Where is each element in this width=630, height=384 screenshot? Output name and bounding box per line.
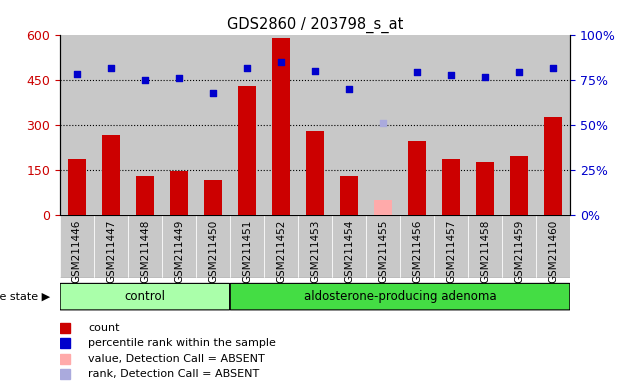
Point <box>378 120 388 126</box>
Title: GDS2860 / 203798_s_at: GDS2860 / 203798_s_at <box>227 17 403 33</box>
Bar <box>366 35 400 215</box>
Bar <box>400 215 434 278</box>
Text: GSM211446: GSM211446 <box>72 220 82 283</box>
Bar <box>272 38 290 215</box>
Bar <box>238 86 256 215</box>
Text: GSM211454: GSM211454 <box>344 220 354 283</box>
Point <box>140 77 150 83</box>
Bar <box>67 159 86 215</box>
Text: GSM211456: GSM211456 <box>412 220 422 283</box>
Point <box>344 86 354 92</box>
Point <box>412 69 422 75</box>
Bar <box>203 180 222 215</box>
Bar <box>162 35 196 215</box>
Bar <box>536 35 570 215</box>
Bar <box>400 35 434 215</box>
Bar <box>476 162 495 215</box>
Text: GSM211452: GSM211452 <box>276 220 286 283</box>
Bar <box>128 35 162 215</box>
Point <box>514 69 524 75</box>
Text: GSM211457: GSM211457 <box>446 220 456 283</box>
Text: GSM211453: GSM211453 <box>310 220 320 283</box>
Bar <box>196 215 230 278</box>
Bar <box>510 156 529 215</box>
Bar <box>340 176 358 215</box>
Text: GSM211451: GSM211451 <box>242 220 252 283</box>
Bar <box>128 215 162 278</box>
Text: aldosterone-producing adenoma: aldosterone-producing adenoma <box>304 290 496 303</box>
Bar <box>408 141 427 215</box>
Text: GSM211460: GSM211460 <box>548 220 558 283</box>
Bar <box>442 159 461 215</box>
Point <box>208 90 218 96</box>
Bar <box>169 171 188 215</box>
FancyBboxPatch shape <box>60 283 229 310</box>
Bar <box>544 117 563 215</box>
Text: rank, Detection Call = ABSENT: rank, Detection Call = ABSENT <box>88 369 259 379</box>
Text: value, Detection Call = ABSENT: value, Detection Call = ABSENT <box>88 354 265 364</box>
Bar <box>60 35 94 215</box>
Bar <box>196 35 230 215</box>
Bar <box>434 35 468 215</box>
Point <box>106 65 116 71</box>
Bar <box>230 215 264 278</box>
Bar <box>306 131 324 215</box>
Bar <box>366 215 400 278</box>
Bar <box>162 215 196 278</box>
Point <box>242 65 252 71</box>
Point <box>276 59 286 65</box>
Bar <box>101 135 120 215</box>
Point <box>446 72 456 78</box>
Bar <box>536 215 570 278</box>
Bar <box>468 215 502 278</box>
Bar <box>264 35 298 215</box>
Text: control: control <box>124 290 166 303</box>
Bar <box>298 35 332 215</box>
Text: GSM211449: GSM211449 <box>174 220 184 283</box>
Point <box>548 65 558 71</box>
Bar <box>264 215 298 278</box>
Text: GSM211447: GSM211447 <box>106 220 116 283</box>
Bar <box>60 215 94 278</box>
Bar <box>332 215 366 278</box>
Text: count: count <box>88 323 120 333</box>
Text: GSM211450: GSM211450 <box>208 220 218 283</box>
Bar <box>434 215 468 278</box>
Point <box>174 75 184 81</box>
Bar <box>502 35 536 215</box>
Text: percentile rank within the sample: percentile rank within the sample <box>88 338 276 348</box>
Text: GSM211459: GSM211459 <box>514 220 524 283</box>
Text: disease state ▶: disease state ▶ <box>0 291 50 302</box>
Text: GSM211458: GSM211458 <box>480 220 490 283</box>
Bar <box>502 215 536 278</box>
Point <box>310 68 320 74</box>
Bar <box>374 200 392 215</box>
Point <box>72 71 82 77</box>
FancyBboxPatch shape <box>231 283 570 310</box>
Point <box>480 74 490 80</box>
Bar <box>468 35 502 215</box>
Bar <box>332 35 366 215</box>
Text: GSM211455: GSM211455 <box>378 220 388 283</box>
Text: GSM211448: GSM211448 <box>140 220 150 283</box>
Bar <box>94 215 128 278</box>
Bar <box>230 35 264 215</box>
Bar <box>298 215 332 278</box>
Bar <box>94 35 128 215</box>
Bar <box>135 176 154 215</box>
